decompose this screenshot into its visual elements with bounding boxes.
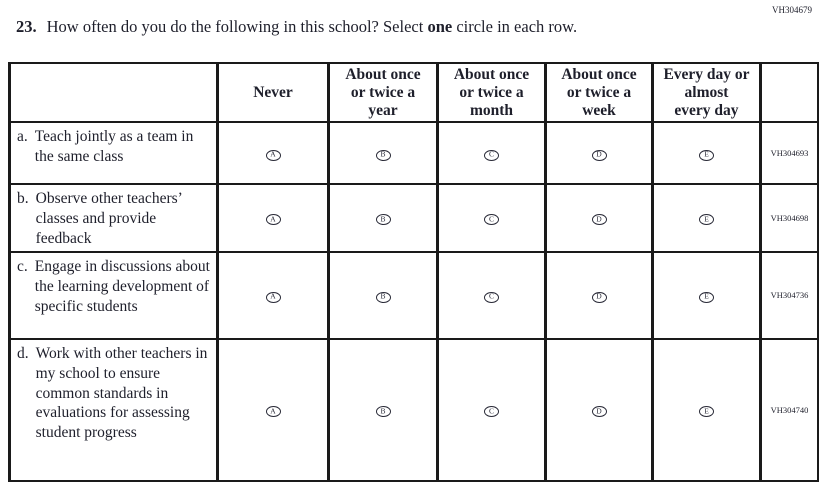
row-text: Teach jointly as a team in the same clas…: [34, 128, 194, 166]
row-code-a: VH304693: [759, 121, 819, 186]
cell-a-year: B: [327, 121, 439, 186]
row-label-a: a. Teach jointly as a team in the same c…: [8, 121, 219, 186]
column-header-every-day: Every day or almost every day: [651, 61, 762, 124]
answer-bubble-d-never[interactable]: A: [265, 406, 281, 418]
answer-bubble-c-week[interactable]: D: [591, 291, 607, 303]
column-header-once-twice-week: About once or twice a week: [544, 61, 654, 124]
cell-c-week: D: [544, 250, 654, 340]
cell-a-everyday: E: [651, 121, 762, 186]
row-text: Observe other teachers’ classes and prov…: [35, 190, 182, 248]
row-label-b: b. Observe other teachers’ classes and p…: [8, 183, 219, 253]
cell-d-week: D: [544, 337, 654, 482]
cell-b-never: A: [216, 183, 330, 253]
cell-b-week: D: [544, 183, 654, 253]
row-letter: a.: [17, 128, 28, 146]
form-code: VH304679: [772, 5, 812, 15]
row-label-d: d. Work with other teachers in my school…: [8, 337, 219, 482]
table-row-b: b. Observe other teachers’ classes and p…: [8, 183, 819, 253]
answer-bubble-b-week[interactable]: D: [591, 214, 607, 226]
response-matrix-table: Never About once or twice a year About o…: [8, 61, 819, 482]
cell-d-year: B: [327, 337, 439, 482]
header-empty-label-cell: [8, 61, 219, 124]
column-header-once-twice-year: About once or twice a year: [327, 61, 439, 124]
table-row-d: d. Work with other teachers in my school…: [8, 337, 819, 482]
cell-a-month: C: [436, 121, 547, 186]
cell-d-month: C: [436, 337, 547, 482]
question-text: How often do you do the following in thi…: [46, 17, 578, 36]
table-row-a: a. Teach jointly as a team in the same c…: [8, 121, 819, 186]
cell-a-never: A: [216, 121, 330, 186]
row-letter: c.: [17, 257, 28, 275]
answer-bubble-b-month[interactable]: C: [484, 214, 499, 226]
row-code-b: VH304698: [759, 183, 819, 253]
header-empty-code-cell: [759, 61, 819, 124]
cell-b-year: B: [327, 183, 439, 253]
row-text: Engage in discussions about the learning…: [34, 257, 210, 315]
header-row: Never About once or twice a year About o…: [8, 61, 819, 124]
cell-d-never: A: [216, 337, 330, 482]
row-letter: b.: [17, 190, 29, 208]
answer-bubble-d-year[interactable]: B: [375, 406, 391, 418]
answer-bubble-d-everyday[interactable]: E: [699, 406, 714, 418]
column-header-once-twice-month: About once or twice a month: [436, 61, 547, 124]
answer-bubble-c-month[interactable]: C: [484, 291, 499, 303]
row-label-c: c. Engage in discussions about the learn…: [8, 250, 219, 340]
question: 23. How often do you do the following in …: [16, 17, 779, 38]
row-code-d: VH304740: [759, 337, 819, 482]
question-number: 23.: [16, 17, 37, 36]
answer-bubble-c-everyday[interactable]: E: [699, 291, 714, 303]
answer-bubble-c-year[interactable]: B: [375, 291, 391, 303]
row-letter: d.: [17, 344, 29, 362]
answer-bubble-a-week[interactable]: D: [591, 149, 607, 161]
cell-c-never: A: [216, 250, 330, 340]
row-code-c: VH304736: [759, 250, 819, 340]
answer-bubble-c-never[interactable]: A: [265, 291, 281, 303]
answer-bubble-a-month[interactable]: C: [484, 149, 499, 161]
cell-a-week: D: [544, 121, 654, 186]
table-row-c: c. Engage in discussions about the learn…: [8, 250, 819, 340]
cell-b-everyday: E: [651, 183, 762, 253]
cell-c-year: B: [327, 250, 439, 340]
answer-bubble-b-everyday[interactable]: E: [699, 214, 714, 226]
answer-bubble-b-never[interactable]: A: [265, 214, 281, 226]
column-header-never: Never: [216, 61, 330, 124]
row-text: Work with other teachers in my school to…: [35, 344, 208, 442]
answer-bubble-d-week[interactable]: D: [591, 406, 607, 418]
answer-bubble-d-month[interactable]: C: [484, 406, 499, 418]
cell-c-month: C: [436, 250, 547, 340]
cell-d-everyday: E: [651, 337, 762, 482]
answer-bubble-b-year[interactable]: B: [375, 214, 391, 226]
answer-bubble-a-never[interactable]: A: [265, 149, 281, 161]
cell-c-everyday: E: [651, 250, 762, 340]
answer-bubble-a-everyday[interactable]: E: [699, 149, 714, 161]
cell-b-month: C: [436, 183, 547, 253]
answer-bubble-a-year[interactable]: B: [375, 149, 391, 161]
